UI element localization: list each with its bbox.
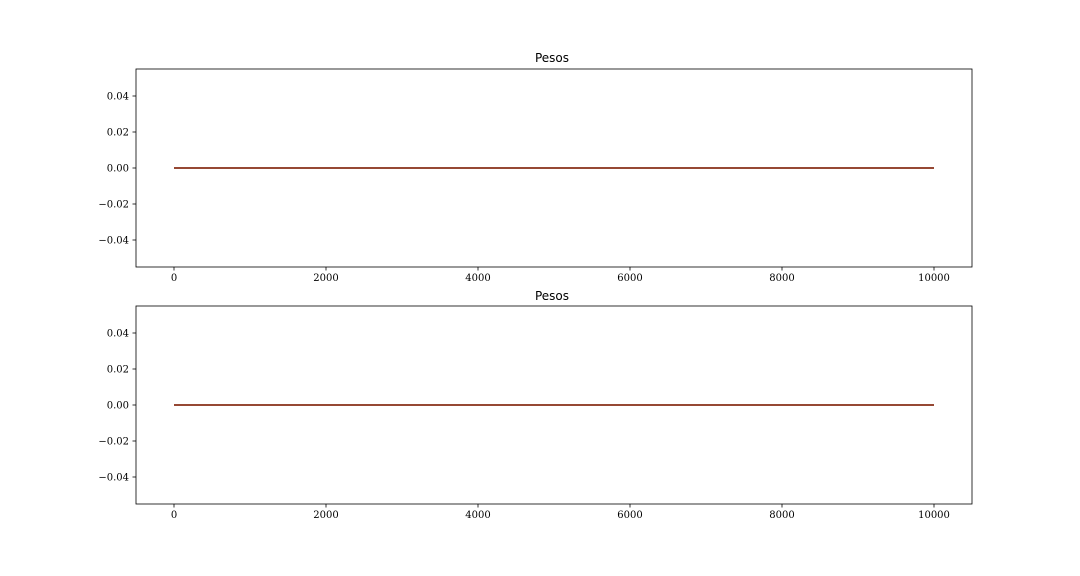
y-tick-label: −0.04 (98, 236, 129, 247)
chart-title: Pesos (535, 51, 569, 65)
y-tick-label: −0.02 (98, 200, 129, 211)
x-tick-label: 10000 (918, 273, 950, 284)
y-tick-label: 0.02 (107, 365, 129, 376)
y-tick-label: 0.04 (107, 329, 129, 340)
x-tick-label: 8000 (769, 510, 794, 521)
x-tick-label: 0 (171, 273, 177, 284)
subplot-top: Pesos 0.04 0.02 0.00 −0.02 −0.04 0 2000 4000 60… (98, 51, 973, 284)
x-tick-label: 2000 (313, 510, 338, 521)
x-ticks: 0 2000 4000 6000 8000 10000 (171, 267, 950, 284)
y-tick-label: 0.00 (107, 401, 129, 412)
x-tick-label: 10000 (918, 510, 950, 521)
plot-area-frame (135, 68, 973, 268)
y-tick-label: −0.02 (98, 437, 129, 448)
x-tick-label: 6000 (617, 273, 642, 284)
x-tick-label: 8000 (769, 273, 794, 284)
y-tick-label: −0.04 (98, 473, 129, 484)
subplot-bottom: Pesos 0.04 0.02 0.00 −0.02 −0.04 0 2000 4000 60… (98, 289, 973, 521)
y-ticks: 0.04 0.02 0.00 −0.02 −0.04 (98, 329, 136, 484)
y-tick-label: 0.04 (107, 92, 129, 103)
y-tick-label: 0.02 (107, 128, 129, 139)
x-ticks: 0 2000 4000 6000 8000 10000 (171, 504, 950, 521)
chart-title: Pesos (535, 289, 569, 303)
x-tick-label: 2000 (313, 273, 338, 284)
x-tick-label: 0 (171, 510, 177, 521)
plot-area-frame (135, 305, 973, 505)
y-tick-label: 0.00 (107, 164, 129, 175)
x-tick-label: 4000 (465, 273, 490, 284)
y-ticks: 0.04 0.02 0.00 −0.02 −0.04 (98, 92, 136, 247)
x-tick-label: 6000 (617, 510, 642, 521)
x-tick-label: 4000 (465, 510, 490, 521)
